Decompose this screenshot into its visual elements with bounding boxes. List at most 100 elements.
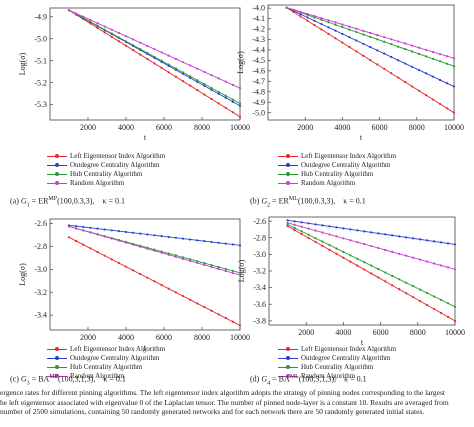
data-point [139,41,142,44]
data-point [217,90,220,93]
data-point [362,54,365,57]
data-point [397,76,400,79]
data-point [231,111,234,114]
data-point [452,85,456,88]
data-point [117,36,120,39]
legend-label: Random Algorithm [301,372,356,380]
data-point [181,61,185,64]
data-point [362,33,365,36]
y-tick-label: -3.4 [253,283,266,292]
legend-label: Hub Centrality Algorithm [301,363,374,371]
data-point [439,241,443,244]
data-point [431,75,435,78]
legend-item: Outdegree Centrality Algorithm [278,161,396,170]
data-point [384,248,387,252]
x-tick-label: 10000 [444,123,464,132]
data-point [167,54,170,57]
data-point [342,227,345,230]
y-tick-label: -3.2 [34,288,47,297]
data-point [384,280,387,283]
data-point [314,237,317,240]
data-point [238,115,242,118]
data-point [328,243,331,247]
data-point [103,228,106,231]
data-point [153,55,156,58]
data-point [349,228,352,231]
data-point [196,260,199,263]
plot-frame [49,218,241,331]
data-point [320,22,323,26]
figure-caption: ergence rates for different pinning algo… [0,388,474,417]
data-point [196,261,199,265]
data-point [153,48,156,51]
legend-swatch [278,363,298,372]
data-point [146,51,149,55]
data-point [321,240,324,243]
data-point [356,241,359,244]
data-point [224,80,227,83]
data-point [390,72,393,75]
data-point [341,41,344,44]
caption-prefix: (a) [10,196,21,206]
data-point [167,71,170,74]
data-point [110,258,113,261]
data-point [349,260,352,263]
caption-d: (d) G4 = BAML(100,3,1,3), κ = 0.1 [250,374,367,386]
caption-kappa: κ = 0.1 [336,374,367,384]
data-point [196,80,199,83]
data-point [110,28,113,31]
data-point [349,239,352,242]
data-point [167,63,170,66]
data-point [390,55,393,59]
data-point [224,106,227,109]
legend-d: Left Eigentensor Index Algorithm Outdegre… [278,345,396,381]
data-point [426,291,429,295]
data-point [356,264,359,267]
caption-kappa: κ = 0.1 [94,196,125,206]
data-point [334,37,337,40]
data-point [418,89,421,92]
data-point [383,36,386,39]
legend-item: Hub Centrality Algorithm [278,170,396,179]
data-point [355,27,358,30]
legend-label: Outdegree Centrality Algorithm [301,161,391,169]
caption-graph: G [261,374,268,384]
data-point [224,269,227,273]
data-point [384,233,387,236]
caption-a: (a) G1 = ERMP(100,0.3,3), κ = 0.1 [10,196,125,208]
data-point [139,232,142,235]
data-point [174,255,177,258]
data-point [370,264,373,267]
data-point [82,225,85,229]
data-point [355,30,358,34]
data-point [210,309,213,312]
data-point [432,240,436,243]
data-point [425,94,428,97]
legend-label: Left Eigentensor Index Algorithm [70,152,166,160]
data-point [383,40,386,43]
data-point [405,281,408,284]
x-tick-label: 6000 [156,333,172,342]
data-point [348,36,351,39]
y-tick-label: -2.6 [34,219,47,228]
data-point [335,252,338,255]
x-axis-label: t [360,133,363,142]
data-point [446,242,450,245]
data-point [96,24,99,27]
data-point [96,26,99,30]
data-point [313,24,316,27]
data-point [404,42,407,45]
x-axis-label: t [144,343,147,352]
data-point [117,40,120,43]
data-point [453,305,457,308]
data-point [370,231,373,234]
data-point [110,229,113,232]
legend-label: Outdegree Centrality Algorithm [301,354,391,362]
data-point [146,57,149,61]
x-tick-label: 2000 [297,123,313,132]
data-point [432,307,436,311]
caption-kappa: κ = 0.1 [335,196,366,206]
data-point [445,107,449,110]
data-point [432,262,436,265]
legend-label: Left Eigentensor Index Algorithm [70,345,166,353]
